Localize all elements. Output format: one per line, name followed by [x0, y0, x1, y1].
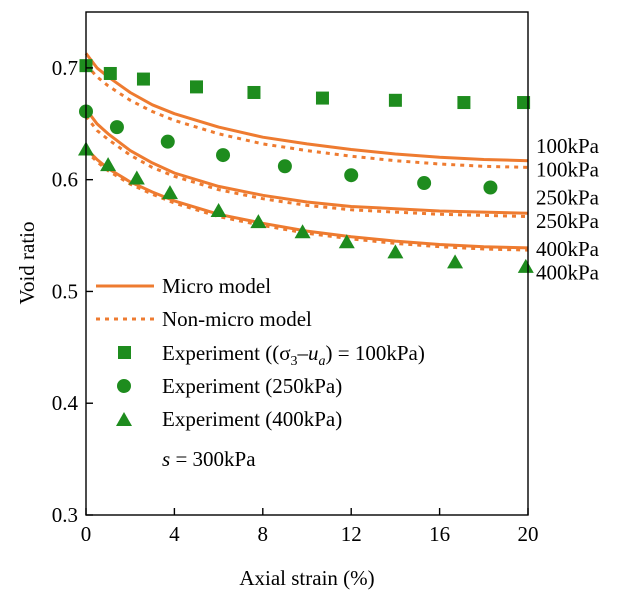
experiment-point-circle-2: [109, 120, 124, 135]
plot-frame: [85, 11, 529, 516]
axis-ticks: 0 4 8 12 16 20 0.3 0.4 0.5 0.6 0.7: [52, 56, 539, 546]
curve-end-label-2: 100kPa: [536, 158, 600, 182]
experiment-point-square-5: [247, 85, 261, 99]
experiment-point-square-6: [315, 91, 329, 105]
experiment-point-triangle-2: [100, 157, 117, 172]
x-tick-label: 0: [81, 522, 92, 546]
experiment-point-triangle-6: [250, 214, 267, 229]
x-tick-label: 12: [341, 522, 362, 546]
x-tick-label: 4: [169, 522, 180, 546]
x-tick-label: 8: [258, 522, 269, 546]
y-tick-label: 0.3: [52, 503, 78, 527]
experiment-point-circle-4: [216, 148, 231, 163]
x-tick-label: 20: [518, 522, 539, 546]
experiment-point-circle-5: [277, 159, 292, 174]
y-tick-label: 0.6: [52, 168, 78, 192]
non-micro-model-curve-4: [84, 115, 529, 219]
legend: Micro model Non-micro model Experiment (…: [96, 274, 425, 471]
experiment-point-triangle-5: [210, 202, 227, 217]
experiment-point-triangle-10: [447, 254, 464, 269]
experiment-point-triangle-8: [338, 234, 355, 249]
curve-end-label-5: 400kPa: [536, 237, 600, 261]
model-curves: [84, 52, 529, 252]
curve-end-label-4: 250kPa: [536, 209, 600, 233]
x-axis-label: Axial strain (%): [239, 566, 374, 590]
experiment-markers: [78, 59, 534, 273]
legend-nonmicro-label: Non-micro model: [162, 307, 312, 331]
experiment-point-triangle-3: [128, 170, 145, 185]
experiment-point-square-2: [103, 66, 117, 80]
curve-end-label-6: 400kPa: [536, 260, 600, 284]
non-micro-model-curve-6: [84, 149, 529, 252]
curve-end-label-3: 250kPa: [536, 186, 600, 210]
experiment-point-triangle-9: [387, 244, 404, 259]
y-axis-label: Void ratio: [15, 221, 39, 304]
legend-triangle-marker: [116, 412, 132, 426]
legend-micro-label: Micro model: [162, 274, 271, 298]
experiment-point-square-7: [388, 93, 402, 107]
curve-end-label-1: 100kPa: [536, 134, 600, 158]
experiment-point-square-9: [517, 96, 531, 110]
legend-exp250-label: Experiment (250kPa): [162, 374, 342, 398]
experiment-point-square-8: [457, 96, 471, 110]
experiment-point-circle-6: [344, 168, 359, 183]
experiment-point-triangle-4: [161, 185, 178, 200]
legend-circle-marker: [117, 379, 131, 393]
legend-square-marker: [118, 346, 131, 359]
y-tick-label: 0.7: [52, 56, 78, 80]
y-tick-label: 0.4: [52, 391, 79, 415]
experiment-point-square-4: [190, 80, 203, 94]
legend-exp100-label: Experiment ((σ3–ua) = 100kPa): [162, 341, 425, 369]
experiment-point-circle-3: [160, 134, 175, 149]
x-tick-label: 16: [429, 522, 450, 546]
y-tick-label: 0.5: [52, 279, 78, 303]
micro-model-curve-3: [84, 108, 529, 215]
legend-exp400-label: Experiment (400kPa): [162, 407, 342, 431]
experiment-point-circle-7: [417, 176, 432, 191]
experiment-point-triangle-7: [294, 224, 311, 239]
non-micro-model-curve-2: [84, 63, 529, 169]
experiment-point-circle-8: [483, 180, 498, 195]
suction-annotation: s = 300kPa: [162, 447, 256, 471]
experiment-point-square-3: [136, 72, 150, 86]
experiment-point-triangle-11: [517, 258, 534, 273]
